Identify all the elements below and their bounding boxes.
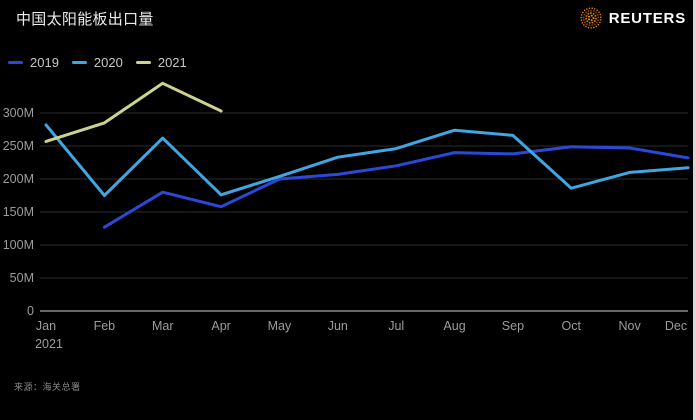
logo-dot [596,19,599,22]
logo-dot [582,16,585,19]
logo-dot [587,18,590,21]
legend-swatch-2019-icon [8,61,23,64]
x-tick-label: Nov [619,319,642,333]
logo-dot [590,27,592,29]
logo-dot [580,19,582,21]
logo-dot [583,9,586,12]
x-tick-label: May [268,319,292,333]
logo-dot [592,10,595,13]
logo-dot [595,21,598,24]
x-tick-label: Feb [94,319,116,333]
logo-dot [588,21,591,24]
x-tick-label: Dec [665,319,687,333]
x-tick-label: Jun [328,319,348,333]
logo-dot [597,16,600,19]
source-note: 来源：海关总署 [14,382,81,392]
logo-dot [594,17,597,20]
legend-label-2019: 2019 [30,55,59,70]
logo-dot [596,13,599,16]
x-tick-label: Sep [502,319,524,333]
logo-dot [589,12,592,15]
y-tick-label: 150M [3,205,34,219]
logo-dot [593,23,596,26]
y-tick-label: 50M [10,271,34,285]
logo-dot [593,20,596,23]
logo-dot [585,15,588,18]
logo-dot [588,7,590,9]
logo-dot [582,24,585,26]
page-title: 中国太阳能板出口量 [16,11,154,28]
logo-dot [580,16,582,19]
x-axis-year-label: 2021 [35,337,63,351]
y-tick-label: 200M [3,172,34,186]
y-tick-label: 100M [3,238,34,252]
chart-legend: 2019 2020 2021 [8,55,187,70]
right-edge-border [693,0,696,420]
logo-dot [587,26,589,29]
logo-dot [594,11,597,14]
legend-label-2021: 2021 [157,55,187,70]
logo-dot [584,17,587,20]
legend-swatch-2021-icon [135,61,151,64]
x-tick-label: Aug [443,319,465,333]
logo-dot [581,11,584,14]
x-tick-label: Jan [36,319,56,333]
logo-dot [585,8,588,10]
logo-dot [599,13,601,16]
logo-dot [581,21,583,24]
logo-dot [596,9,598,11]
series-line-2019 [102,145,690,229]
logo-dot [593,8,596,10]
logo-dot [583,13,586,16]
logo-dot [590,19,593,22]
logo-dot [585,23,588,26]
logo-dot [584,11,587,14]
x-tick-label: Jul [388,319,404,333]
logo-dot [582,18,585,21]
logo-dot [590,14,593,17]
logo-dot [587,15,590,18]
x-tick-label: Oct [562,319,582,333]
logo-dot [587,10,590,13]
logo-dot [597,23,599,26]
logo-dot [592,26,595,29]
logo-dot [591,7,593,9]
logo-dot [583,21,586,24]
logo-dot [584,25,587,28]
logo-dot [595,25,597,28]
logo-dot [591,21,594,24]
x-tick-label: Mar [152,319,174,333]
logo-dot [588,24,591,27]
legend-item-2019: 2019 [8,55,59,70]
logo-dot [586,20,589,23]
logo-dot [597,11,600,13]
logo-dot [599,19,602,21]
logo-dot [592,17,595,19]
reuters-brand: REUTERS [580,7,686,29]
y-tick-label: 300M [3,106,34,120]
legend-label-2020: 2020 [93,55,123,70]
reuters-globe-icon [580,7,602,29]
logo-dot [598,21,601,24]
logo-dot [589,9,592,12]
logo-dot [599,16,602,18]
logo-dot [587,12,590,15]
legend-swatch-2020-icon [71,61,87,64]
legend-item-2021: 2021 [135,55,187,70]
x-tick-label: Apr [211,319,230,333]
series-line-2021 [44,81,223,143]
y-tick-label: 250M [3,139,34,153]
logo-dot [594,14,597,17]
logo-dot [590,24,593,27]
y-tick-label: 0 [27,304,34,318]
logo-dot [580,14,583,16]
reuters-wordmark: REUTERS [608,9,686,27]
series-line-2020 [44,123,690,197]
logo-dot [592,12,595,15]
legend-item-2020: 2020 [71,55,123,70]
